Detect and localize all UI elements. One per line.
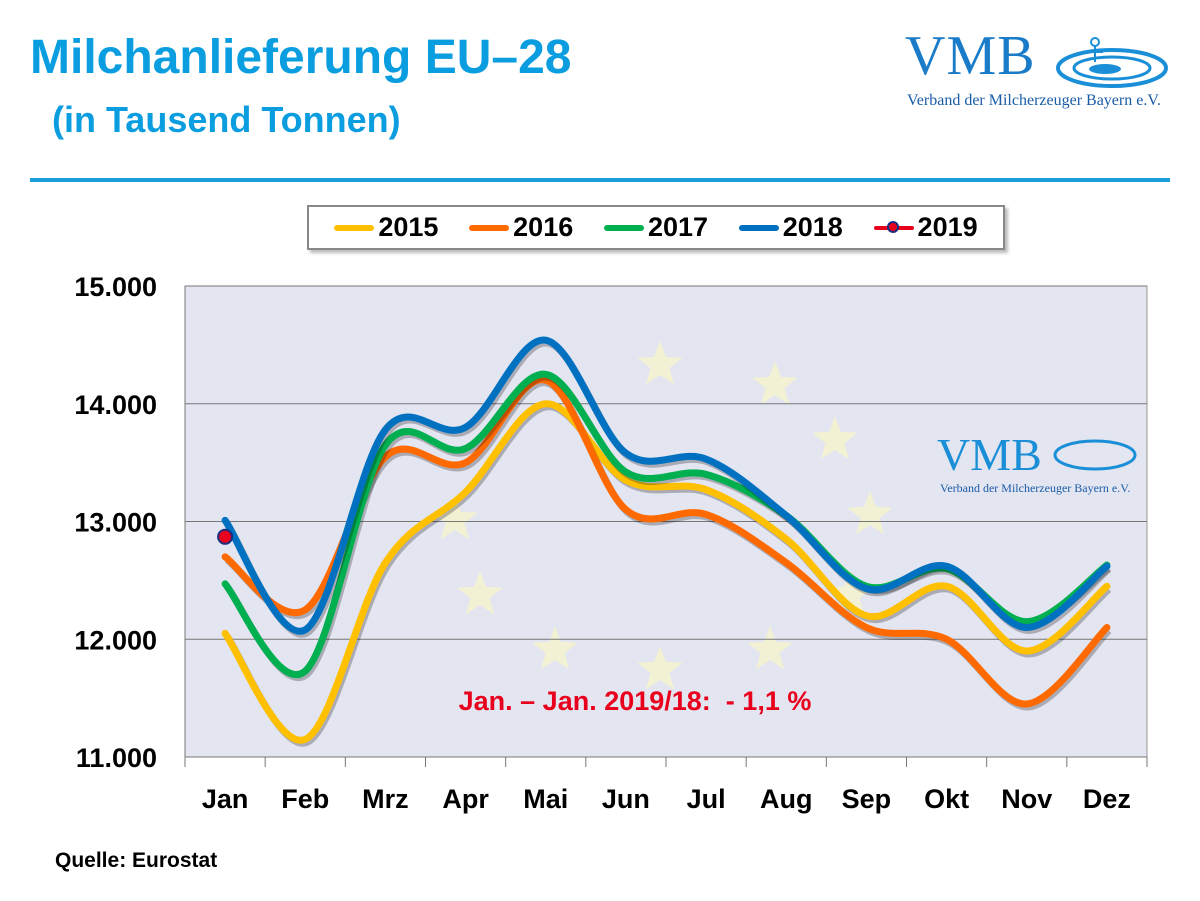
y-tick-label: 13.000 — [74, 508, 157, 538]
series-line-2018 — [221, 336, 1111, 635]
change-annotation: Jan. – Jan. 2019/18: - 1,1 % — [458, 686, 812, 716]
y-tick-label: 14.000 — [74, 390, 157, 420]
legend-swatch — [603, 224, 644, 231]
legend-swatch — [873, 220, 914, 233]
x-tick-label: Dez — [1083, 784, 1131, 814]
eu-star-icon — [847, 491, 893, 535]
watermark-swirl-icon — [1053, 439, 1137, 471]
series-line-2015 — [221, 400, 1111, 744]
x-tick-label: Nov — [1001, 784, 1052, 814]
eu-star-icon — [752, 361, 798, 405]
logo-swirl-icon — [1056, 37, 1168, 88]
eu-star-icon — [827, 571, 873, 615]
eu-star-icon — [432, 496, 478, 540]
x-tick-label: Jan — [202, 784, 249, 814]
watermark-logo: VMB — [937, 429, 1042, 480]
y-tick-label: 15.000 — [74, 272, 157, 302]
logo-wordmark: VMB — [905, 25, 1036, 87]
chart-title: Milchanlieferung EU–28 — [30, 31, 572, 84]
eu-star-icon — [747, 626, 793, 670]
legend-item-2017: 2017 — [603, 212, 709, 243]
header-divider — [30, 178, 1170, 182]
eu-star-icon — [532, 626, 578, 670]
eu-star-icon — [637, 646, 683, 690]
legend-item-2015: 2015 — [334, 212, 438, 243]
x-tick-label: Aug — [760, 784, 812, 814]
legend-label: 2019 — [917, 212, 978, 242]
x-tick-label: Sep — [842, 784, 892, 814]
logo-tagline: Verband der Milcherzeuger Bayern e.V. — [907, 92, 1161, 109]
y-tick-label: 11.000 — [76, 743, 157, 773]
legend-item-2016: 2016 — [469, 212, 573, 243]
eu-star-icon — [637, 341, 683, 385]
legend-label: 2016 — [513, 212, 574, 242]
x-tick-label: Jun — [602, 784, 650, 814]
legend-item-2018: 2018 — [738, 212, 843, 243]
x-tick-label: Jul — [687, 784, 726, 814]
legend-swatch — [738, 224, 779, 231]
x-tick-label: Mrz — [362, 784, 409, 814]
vmb-logo: VMB Verband der Milcherzeuger Bayern e.V… — [905, 28, 1175, 118]
legend-label: 2018 — [782, 212, 843, 242]
legend-swatch — [469, 224, 510, 231]
x-tick-label: Mai — [523, 784, 568, 814]
source-note: Quelle: Eurostat — [55, 849, 218, 872]
chart-subtitle: (in Tausend Tonnen) — [52, 99, 401, 140]
legend-marker — [886, 220, 899, 233]
x-tick-label: Apr — [442, 784, 489, 814]
data-point-2019-Jan — [217, 528, 234, 545]
eu-star-icon — [457, 571, 503, 615]
legend-item-2019: 2019 — [873, 212, 978, 243]
watermark-tagline: Verband der Milcherzeuger Bayern e.V. — [940, 481, 1130, 495]
x-tick-label: Okt — [924, 784, 969, 814]
y-tick-label: 12.000 — [74, 625, 157, 655]
legend-swatch — [334, 224, 375, 231]
legend: 2015 2016 2017 2018 2019 — [307, 205, 1005, 250]
legend-label: 2015 — [378, 212, 439, 242]
eu-star-icon — [812, 416, 858, 460]
x-tick-label: Feb — [281, 784, 329, 814]
legend-label: 2017 — [647, 212, 709, 242]
